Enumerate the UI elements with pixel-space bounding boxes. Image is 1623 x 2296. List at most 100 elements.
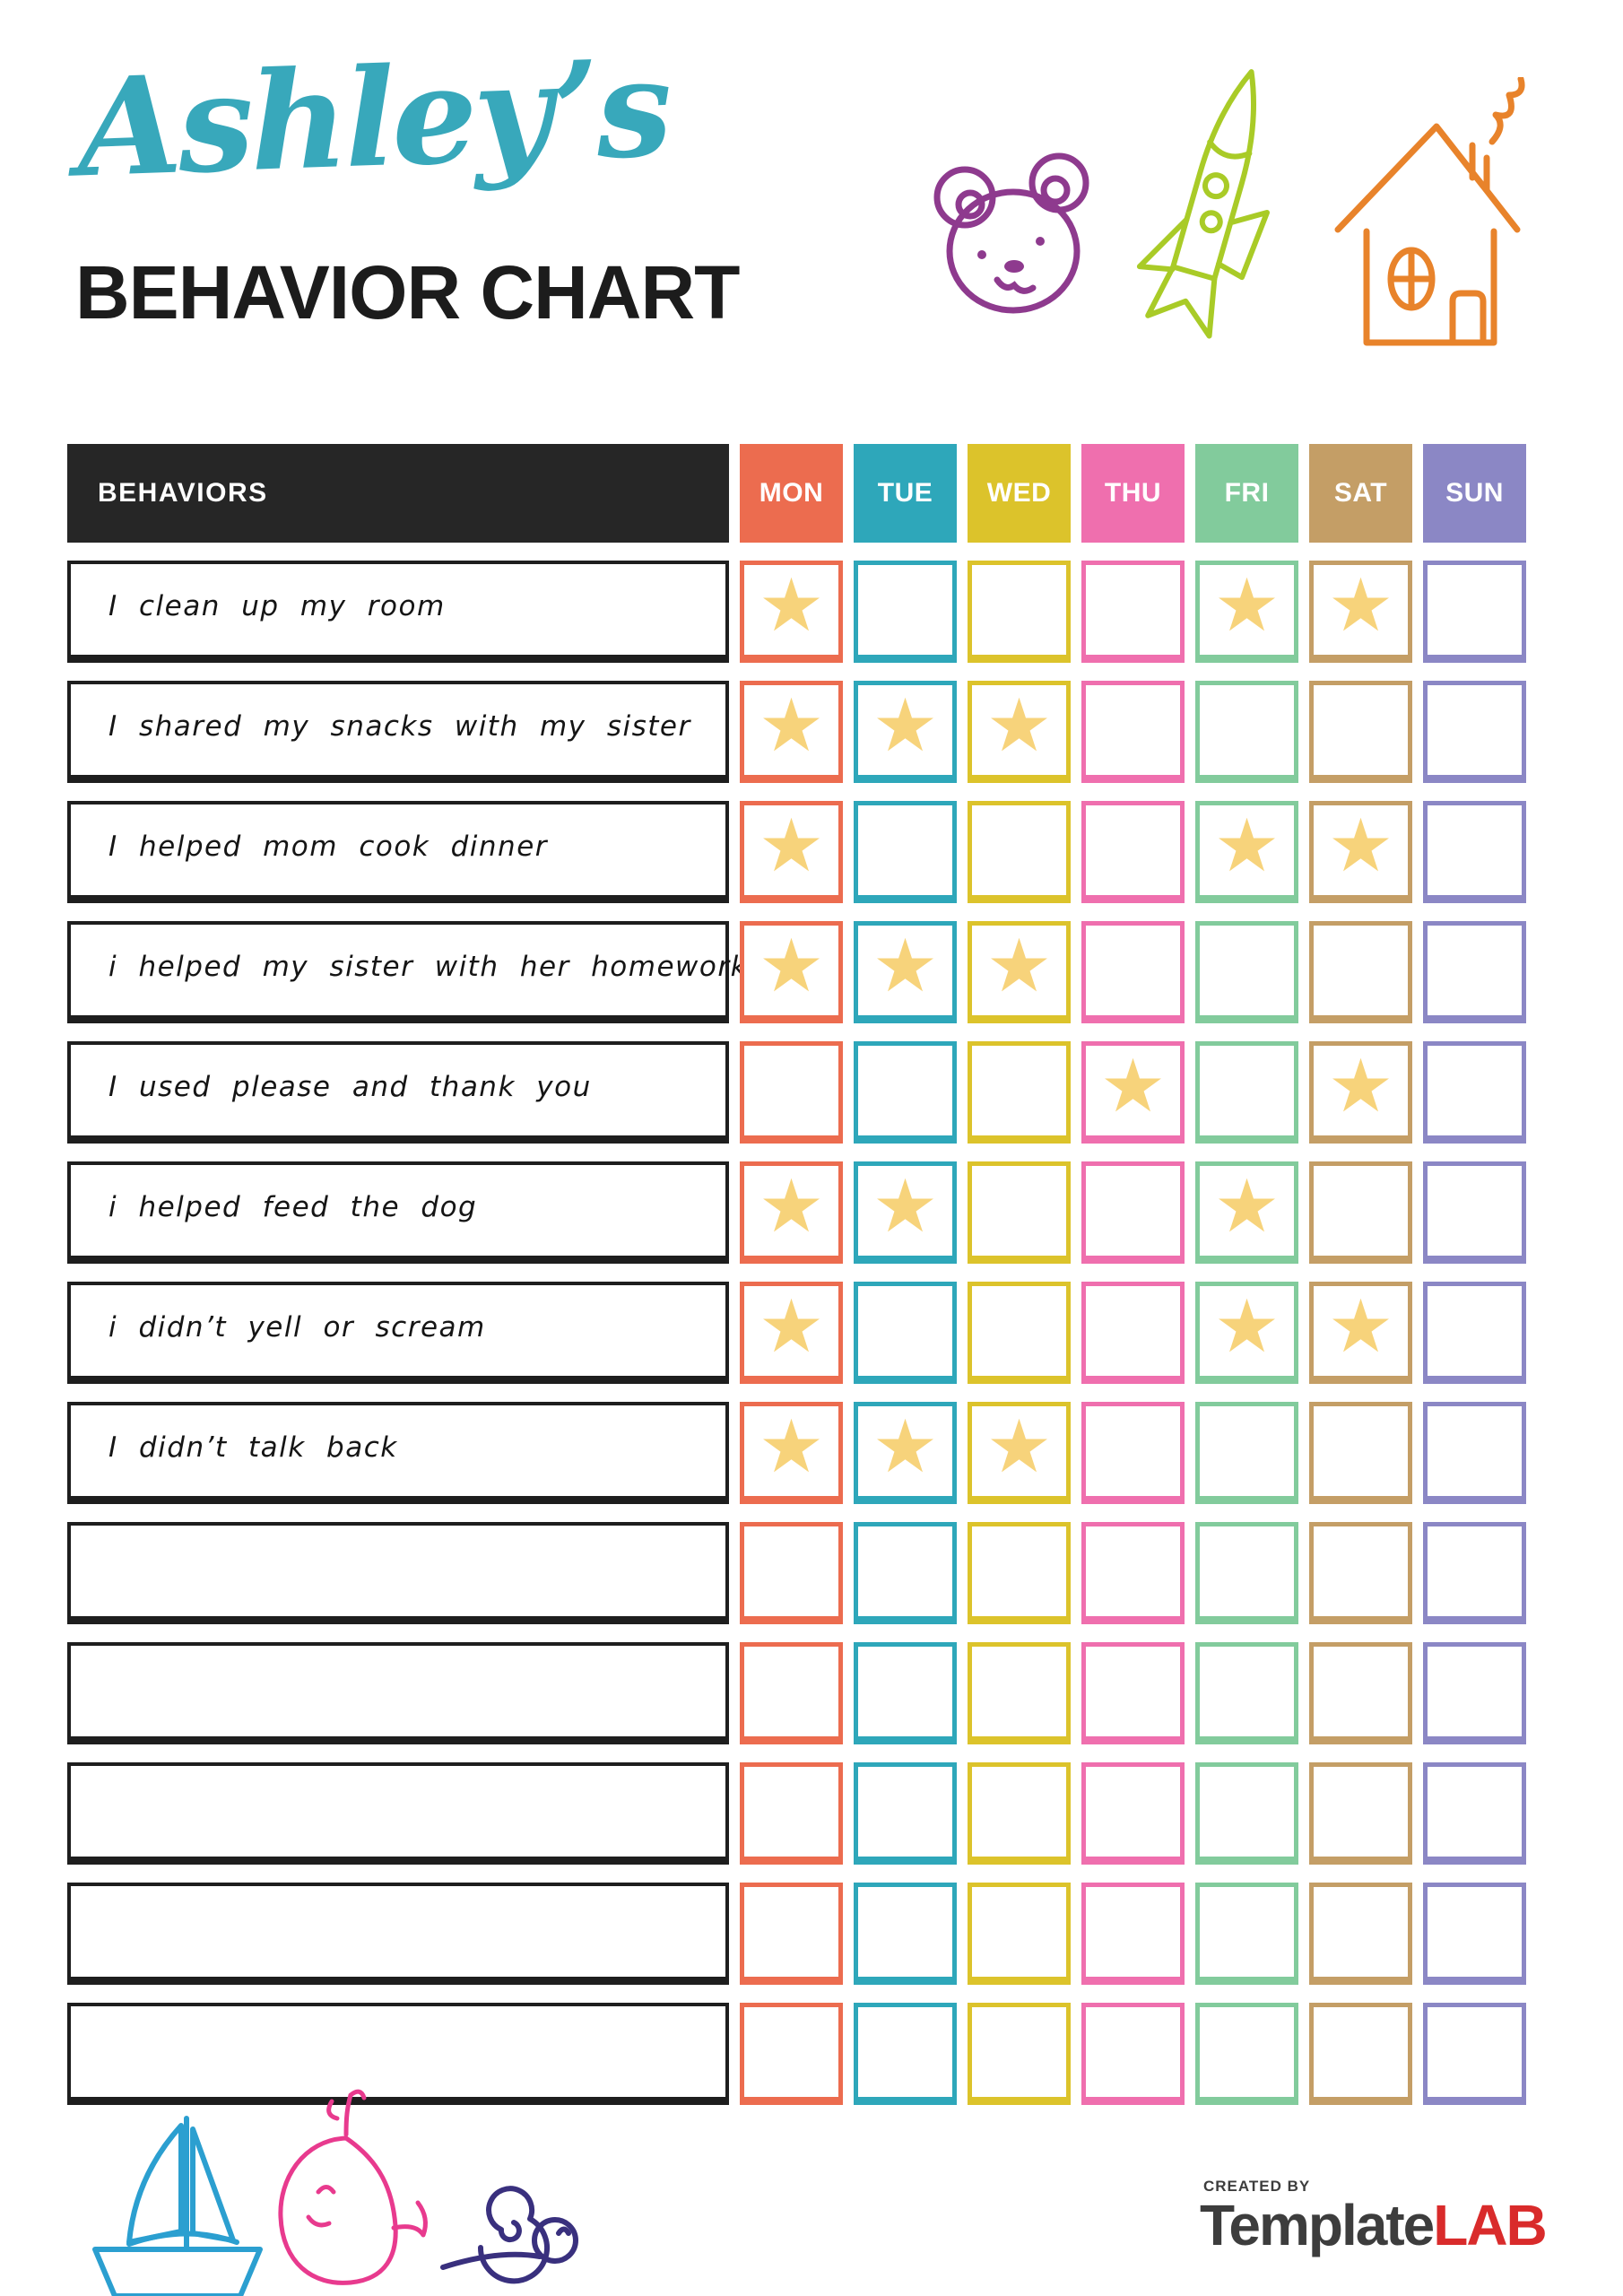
snail-icon xyxy=(440,2186,578,2284)
day-cell-sun xyxy=(1423,801,1526,903)
behaviors-column-header: BEHAVIORS xyxy=(67,444,729,543)
day-cell-tue: ★ xyxy=(854,921,957,1023)
day-cell-thu xyxy=(1081,1282,1185,1384)
day-cell-fri xyxy=(1195,2003,1298,2105)
day-cell-mon xyxy=(740,1041,843,1144)
behavior-cell: I shared my snacks with my sister xyxy=(67,681,729,783)
day-cell-fri: ★ xyxy=(1195,561,1298,663)
day-cell-fri: ★ xyxy=(1195,1161,1298,1264)
day-cell-fri xyxy=(1195,1041,1298,1144)
day-cell-sun xyxy=(1423,681,1526,783)
created-by-label: CREATED BY xyxy=(1203,2178,1311,2195)
day-cell-sun xyxy=(1423,1522,1526,1624)
day-cell-wed: ★ xyxy=(968,1402,1071,1504)
house-icon xyxy=(1334,77,1525,346)
star-icon: ★ xyxy=(1213,1284,1280,1370)
behavior-cell: I clean up my room xyxy=(67,561,729,663)
day-cell-wed xyxy=(968,1161,1071,1264)
day-cell-mon: ★ xyxy=(740,1402,843,1504)
day-cell-sun xyxy=(1423,1282,1526,1384)
day-cell-tue: ★ xyxy=(854,681,957,783)
day-cell-sat xyxy=(1309,1402,1412,1504)
day-cell-wed xyxy=(968,1642,1071,1744)
day-cell-fri xyxy=(1195,921,1298,1023)
day-cell-tue xyxy=(854,1883,957,1985)
star-icon: ★ xyxy=(985,683,1053,769)
day-header-wed: WED xyxy=(968,444,1071,543)
behavior-cell: i helped feed the dog xyxy=(67,1161,729,1264)
star-icon: ★ xyxy=(758,563,825,648)
day-cell-sun xyxy=(1423,561,1526,663)
day-cell-thu xyxy=(1081,1161,1185,1264)
day-cell-tue xyxy=(854,1762,957,1865)
day-cell-sat xyxy=(1309,681,1412,783)
star-icon: ★ xyxy=(1213,1164,1280,1249)
star-icon: ★ xyxy=(872,1405,939,1490)
star-icon: ★ xyxy=(1327,563,1394,648)
day-cell-wed xyxy=(968,801,1071,903)
day-cell-thu xyxy=(1081,1402,1185,1504)
day-cell-thu xyxy=(1081,1522,1185,1624)
behavior-cell: i helped my sister with her homework xyxy=(67,921,747,1023)
day-cell-wed xyxy=(968,1883,1071,1985)
bear-icon xyxy=(933,152,1089,314)
day-cell-tue: ★ xyxy=(854,1402,957,1504)
brand-name: TemplateLAB xyxy=(1200,2193,1548,2257)
day-cell-mon xyxy=(740,1522,843,1624)
day-cell-sat: ★ xyxy=(1309,1041,1412,1144)
behavior-label: I shared my snacks with my sister xyxy=(108,709,691,743)
star-icon: ★ xyxy=(872,1164,939,1249)
star-icon: ★ xyxy=(758,1284,825,1370)
star-icon: ★ xyxy=(985,1405,1053,1490)
brand-template-text: Template xyxy=(1200,2193,1435,2257)
day-cell-fri: ★ xyxy=(1195,1282,1298,1384)
day-header-sat: SAT xyxy=(1309,444,1412,543)
day-cell-sat: ★ xyxy=(1309,561,1412,663)
behavior-label: I helped mom cook dinner xyxy=(108,830,549,863)
behavior-label: i didn’t yell or scream xyxy=(108,1310,486,1344)
day-cell-sun xyxy=(1423,1041,1526,1144)
day-cell-thu xyxy=(1081,1883,1185,1985)
day-cell-wed xyxy=(968,1762,1071,1865)
day-cell-sat xyxy=(1309,1522,1412,1624)
day-cell-fri xyxy=(1195,1402,1298,1504)
day-cell-mon: ★ xyxy=(740,921,843,1023)
behavior-label: i helped my sister with her homework xyxy=(108,950,749,983)
day-cell-fri xyxy=(1195,1883,1298,1985)
day-cell-fri xyxy=(1195,1522,1298,1624)
behavior-cell: I didn’t talk back xyxy=(67,1402,729,1504)
day-cell-thu xyxy=(1081,1642,1185,1744)
behavior-cell xyxy=(67,1642,729,1744)
day-cell-mon: ★ xyxy=(740,1161,843,1264)
behavior-label: I clean up my room xyxy=(108,589,446,622)
star-icon: ★ xyxy=(1099,1044,1167,1129)
day-cell-sat xyxy=(1309,2003,1412,2105)
page-title: BEHAVIOR CHART xyxy=(75,250,740,335)
day-cell-mon xyxy=(740,1642,843,1744)
day-cell-wed: ★ xyxy=(968,921,1071,1023)
day-cell-mon xyxy=(740,1762,843,1865)
behavior-cell: I used please and thank you xyxy=(67,1041,729,1144)
day-cell-sun xyxy=(1423,1642,1526,1744)
day-header-sun: SUN xyxy=(1423,444,1526,543)
star-icon: ★ xyxy=(758,924,825,1009)
day-cell-fri xyxy=(1195,1762,1298,1865)
behavior-cell: i didn’t yell or scream xyxy=(67,1282,729,1384)
behavior-cell: I helped mom cook dinner xyxy=(67,801,729,903)
behavior-label: i helped feed the dog xyxy=(108,1190,478,1223)
day-cell-mon: ★ xyxy=(740,1282,843,1384)
templatelab-logo: CREATED BY TemplateLAB xyxy=(1200,2178,1548,2257)
behavior-cell xyxy=(67,1883,729,1985)
day-cell-tue: ★ xyxy=(854,1161,957,1264)
day-cell-tue xyxy=(854,1522,957,1624)
day-cell-thu xyxy=(1081,1762,1185,1865)
day-cell-wed xyxy=(968,1522,1071,1624)
day-cell-tue xyxy=(854,1642,957,1744)
star-icon: ★ xyxy=(758,804,825,889)
child-name-title: Ashley’s xyxy=(74,29,672,208)
day-cell-sat: ★ xyxy=(1309,1282,1412,1384)
day-cell-mon: ★ xyxy=(740,561,843,663)
star-icon: ★ xyxy=(1327,804,1394,889)
rocket-icon xyxy=(1136,69,1270,339)
